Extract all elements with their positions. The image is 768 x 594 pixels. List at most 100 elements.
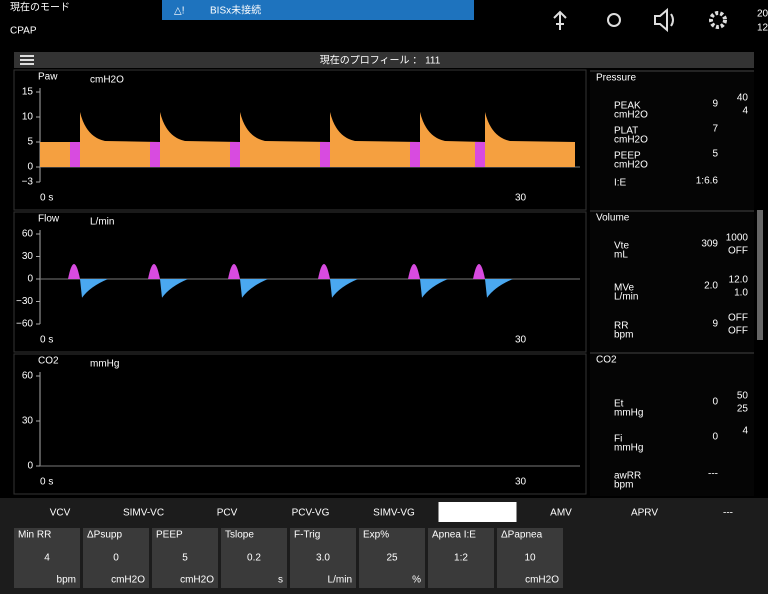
settings-icon[interactable] <box>709 11 727 29</box>
param-value: 9 <box>712 319 718 330</box>
param-value: 7 <box>712 124 718 135</box>
usb-icon <box>553 10 567 30</box>
alarm-limit: 12.0 <box>729 275 749 286</box>
mode-tab[interactable]: SIMV-VC <box>123 508 164 519</box>
alert-box[interactable] <box>162 0 474 20</box>
param-unit: cmH2O <box>614 135 648 146</box>
flow-insp <box>228 264 240 279</box>
setting-box[interactable] <box>428 528 494 588</box>
param-unit: cmH2O <box>614 110 648 121</box>
setting-value: 5 <box>182 553 188 564</box>
mode-tab[interactable]: APRV <box>631 508 658 519</box>
param-label: I:E <box>614 178 627 189</box>
setting-value: 0.2 <box>247 553 261 564</box>
clock: 12 <box>757 23 768 34</box>
param-value: 0 <box>712 432 718 443</box>
flow-exp <box>420 279 448 298</box>
brightness-icon[interactable] <box>607 13 621 27</box>
alarm-limit: OFF <box>728 313 748 324</box>
y-tick-label: −3 <box>22 177 34 188</box>
menu-icon[interactable] <box>20 55 34 65</box>
profile-label: 現在のプロフィール ： 111 <box>320 55 441 67</box>
param-label: RR <box>614 321 628 332</box>
mode-tab[interactable]: --- <box>723 508 733 519</box>
inspiration-marker <box>150 142 160 167</box>
setting-box[interactable] <box>221 528 287 588</box>
setting-unit: s <box>278 575 283 586</box>
mode-tab[interactable]: SIMV-VG <box>373 508 415 519</box>
waveform-label: CO2 <box>38 356 59 367</box>
y-tick-label: −60 <box>16 319 33 330</box>
mode-tab[interactable]: PCV-VG <box>292 508 330 519</box>
clock: 20 <box>757 9 768 20</box>
setting-value: 3.0 <box>316 553 330 564</box>
param-unit: bpm <box>614 330 633 341</box>
y-tick-label: 5 <box>27 137 33 148</box>
setting-label: ΔPsupp <box>87 530 122 541</box>
waveform-unit: cmH2O <box>90 75 124 86</box>
mode-tab[interactable]: AMV <box>550 508 572 519</box>
param-label: awRR <box>614 471 641 482</box>
volume-icon[interactable] <box>654 7 674 33</box>
x-tick-label: 30 <box>515 193 527 204</box>
inspiration-marker <box>410 142 420 167</box>
alarm-limit: 50 <box>737 391 749 402</box>
x-tick-label: 30 <box>515 477 527 488</box>
setting-box[interactable] <box>497 528 563 588</box>
setting-label: Exp% <box>363 530 389 541</box>
param-value: 1:6.6 <box>696 176 719 187</box>
alert-icon: △! <box>174 6 184 17</box>
param-unit: cmH2O <box>614 160 648 171</box>
setting-box[interactable] <box>359 528 425 588</box>
setting-value: 0 <box>113 553 119 564</box>
alarm-limit: 4 <box>742 426 748 437</box>
y-tick-label: 0 <box>27 461 33 472</box>
panel-title: Pressure <box>596 73 636 84</box>
setting-unit: cmH2O <box>180 575 214 586</box>
flow-insp <box>473 264 485 279</box>
flow-exp <box>80 279 108 298</box>
y-tick-label: 30 <box>22 416 34 427</box>
setting-box[interactable] <box>152 528 218 588</box>
setting-box[interactable] <box>290 528 356 588</box>
param-label: PEAK <box>614 101 641 112</box>
x-tick-label: 0 s <box>40 477 53 488</box>
param-value: 2.0 <box>704 281 718 292</box>
panel-title: Volume <box>596 213 630 224</box>
param-label: Fi <box>614 434 622 445</box>
param-unit: bpm <box>614 480 633 491</box>
setting-box[interactable] <box>14 528 80 588</box>
param-label: PEEP <box>614 151 641 162</box>
setting-value: 10 <box>524 553 536 564</box>
y-tick-label: 10 <box>22 112 34 123</box>
setting-value: 25 <box>386 553 398 564</box>
mode-tab[interactable]: VCV <box>50 508 71 519</box>
flow-insp <box>148 264 160 279</box>
param-value: 5 <box>712 149 718 160</box>
flow-exp <box>160 279 188 298</box>
x-tick-label: 0 s <box>40 335 53 346</box>
inspiration-marker <box>475 142 485 167</box>
y-tick-label: 60 <box>22 371 34 382</box>
setting-unit: cmH2O <box>111 575 145 586</box>
mode-tab-active[interactable] <box>438 502 517 522</box>
waveform-unit: mmHg <box>90 359 119 370</box>
flow-exp <box>240 279 268 298</box>
setting-label: ΔPapnea <box>501 530 543 541</box>
paw-wave <box>40 112 575 167</box>
param-value: 309 <box>701 239 718 250</box>
mode-label: 現在のモード <box>10 2 70 14</box>
setting-value: 4 <box>44 553 50 564</box>
setting-box[interactable] <box>83 528 149 588</box>
param-label: Et <box>614 399 624 410</box>
waveform-pane <box>13 353 587 495</box>
waveform-unit: L/min <box>90 217 114 228</box>
param-value: 9 <box>712 99 718 110</box>
panel-title: CO2 <box>596 355 617 366</box>
mode-tab[interactable]: PCV <box>217 508 238 519</box>
alarm-limit: 4 <box>742 106 748 117</box>
mode-tab[interactable]: CPAP/PS <box>456 508 499 519</box>
y-tick-label: 60 <box>22 229 34 240</box>
inspiration-marker <box>230 142 240 167</box>
setting-unit: bpm <box>57 575 76 586</box>
